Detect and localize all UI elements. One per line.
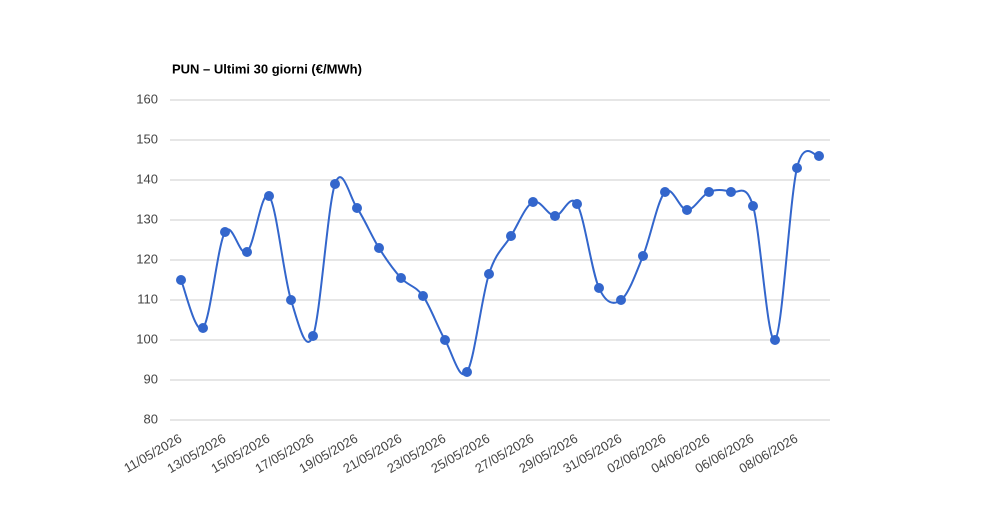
point: [770, 335, 780, 345]
y-tick-label: 120: [136, 251, 158, 266]
point: [484, 269, 494, 279]
point: [220, 227, 230, 237]
point: [550, 211, 560, 221]
point: [198, 323, 208, 333]
point: [572, 199, 582, 209]
point: [462, 367, 472, 377]
y-tick-label: 160: [136, 91, 158, 106]
point: [682, 205, 692, 215]
y-tick-label: 90: [144, 371, 158, 386]
line: [180, 150, 820, 376]
point: [726, 187, 736, 197]
point: [396, 273, 406, 283]
point: [242, 247, 252, 257]
point: [440, 335, 450, 345]
y-tick-label: 80: [144, 411, 158, 426]
y-tick-label: 130: [136, 211, 158, 226]
chart-title: PUN – Ultimi 30 giorni (€/MWh): [172, 61, 362, 76]
point: [660, 187, 670, 197]
point: [264, 191, 274, 201]
point: [528, 197, 538, 207]
y-tick-label: 140: [136, 171, 158, 186]
point: [286, 295, 296, 305]
y-tick-label: 110: [137, 291, 158, 306]
point: [616, 295, 626, 305]
point: [814, 151, 824, 161]
point: [792, 163, 802, 173]
point: [176, 275, 186, 285]
point: [506, 231, 516, 241]
point: [704, 187, 714, 197]
y-tick-label: 150: [136, 131, 158, 146]
point: [638, 251, 648, 261]
point: [330, 179, 340, 189]
y-tick-label: 100: [136, 331, 158, 346]
point: [374, 243, 384, 253]
point: [352, 203, 362, 213]
point: [748, 201, 758, 211]
point: [308, 331, 318, 341]
point: [418, 291, 428, 301]
point: [594, 283, 604, 293]
